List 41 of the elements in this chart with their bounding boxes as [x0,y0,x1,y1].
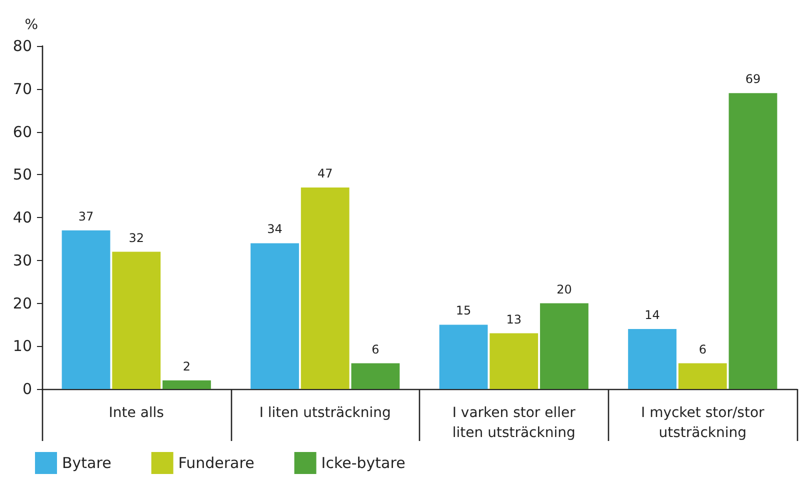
y-tick-label: 40 [12,208,32,226]
x-tick-label: Inte alls [108,405,164,421]
bar [728,93,778,389]
data-label: 2 [182,359,191,374]
y-tick-label: 20 [12,294,32,312]
bar [628,328,676,389]
y-axis-title: % [24,17,38,33]
data-label: 15 [456,304,472,318]
data-label: 6 [372,342,380,356]
x-tick-label: I mycket stor/stor utsträckning [640,405,765,441]
bar [300,187,350,389]
y-tick-label: 70 [12,80,32,98]
data-label: 32 [128,230,144,245]
y-tick-label: 30 [12,251,32,270]
x-tick-label: I liten utsträckning [259,405,391,421]
data-label: 13 [506,312,522,326]
bar [250,243,299,389]
bar [490,333,538,389]
legend-label: Bytare [62,454,112,472]
data-label: 37 [78,209,94,224]
data-label: 47 [317,166,333,180]
bar [540,303,588,389]
data-label: 34 [267,222,282,236]
data-label: 69 [745,72,761,86]
data-label: 20 [556,282,572,296]
data-label: 14 [644,308,660,322]
y-tick-label: 60 [12,122,32,141]
y-tick-label: 50 [12,166,32,184]
bar [439,324,488,389]
y-tick-label: 0 [22,380,32,398]
legend-label: Funderare [178,454,254,472]
bar [162,380,211,389]
x-tick-label: I varken stor eller liten utsträckning [452,405,576,441]
bar [351,363,400,389]
data-label: 6 [698,342,706,356]
bar [112,252,161,389]
bar [678,363,727,389]
y-tick-label: 10 [12,337,32,356]
bar [62,230,110,389]
legend-label: Icke-bytare [321,454,406,472]
y-tick-label: 80 [12,37,32,55]
